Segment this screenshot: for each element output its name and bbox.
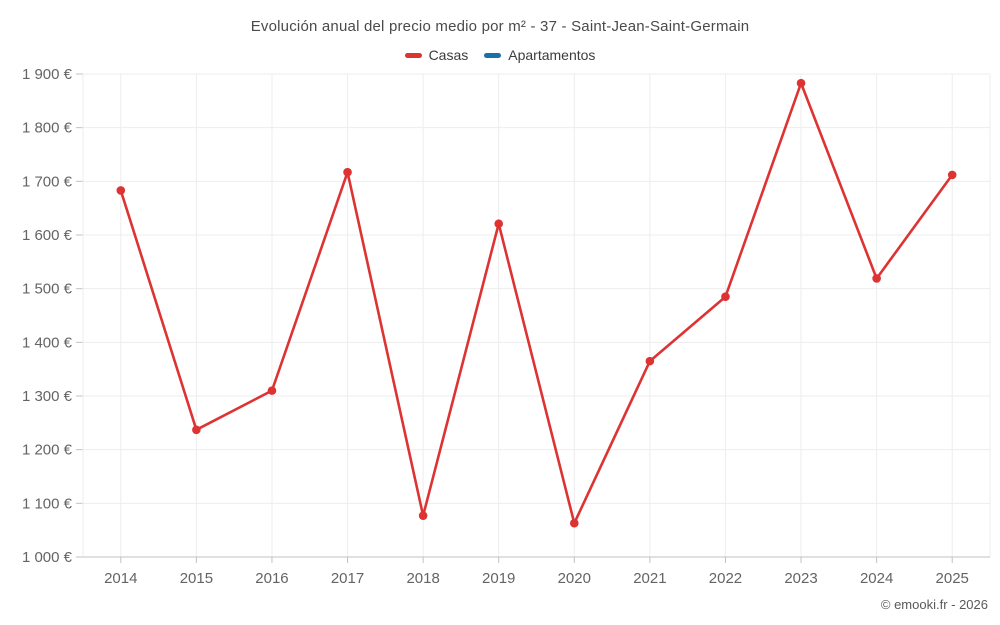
x-tick-label: 2022 [709, 570, 742, 587]
chart-legend: Casas Apartamentos [0, 47, 1000, 63]
x-tick-label: 2018 [406, 570, 439, 587]
data-point-casas-2019[interactable] [494, 219, 504, 229]
y-tick-label: 1 800 € [22, 120, 73, 137]
y-tick-label: 1 600 € [22, 227, 73, 244]
legend-label-apartamentos: Apartamentos [508, 47, 596, 63]
data-point-casas-2017[interactable] [343, 167, 352, 177]
data-point-casas-2016[interactable] [267, 386, 277, 395]
casas-series-swatch-icon [404, 52, 422, 58]
x-tick-label: 2020 [558, 570, 591, 587]
legend-item-casas[interactable]: Casas [404, 47, 469, 63]
x-tick-label: 2021 [633, 570, 666, 587]
data-point-casas-2020[interactable] [569, 518, 579, 528]
chart-title: Evolución anual del precio medio por m² … [250, 18, 750, 35]
data-point-casas-2018[interactable] [418, 511, 428, 520]
y-tick-label: 1 200 € [22, 442, 73, 459]
x-tick-label: 2014 [104, 570, 137, 587]
data-point-casas-2024[interactable] [872, 274, 881, 283]
y-tick-label: 1 100 € [22, 495, 73, 512]
x-tick-label: 2024 [860, 570, 893, 587]
y-tick-label: 1 900 € [22, 66, 73, 83]
y-tick-label: 1 500 € [22, 281, 73, 298]
data-point-casas-2014[interactable] [116, 186, 126, 195]
y-tick-label: 1 300 € [22, 388, 73, 405]
data-point-casas-2025[interactable] [947, 170, 957, 180]
series-line-casas [119, 81, 954, 525]
x-tick-label: 2023 [784, 570, 817, 587]
x-tick-label: 2019 [482, 570, 515, 587]
x-tick-label: 2025 [936, 570, 969, 587]
data-point-casas-2015[interactable] [192, 425, 201, 435]
x-tick-label: 2016 [255, 570, 288, 587]
data-point-casas-2022[interactable] [721, 292, 730, 302]
data-point-casas-2023[interactable] [796, 78, 806, 88]
y-tick-label: 1 700 € [22, 173, 73, 190]
y-tick-label: 1 400 € [22, 334, 73, 351]
legend-label-casas: Casas [428, 47, 469, 63]
x-tick-label: 2017 [331, 570, 364, 587]
x-tick-label: 2015 [180, 570, 213, 587]
y-tick-label: 1 000 € [22, 549, 73, 566]
legend-item-apartamentos[interactable]: Apartamentos [484, 47, 595, 63]
footer-credit: © emooki.fr - 2026 [880, 597, 988, 612]
data-point-casas-2021[interactable] [645, 356, 655, 366]
apartamentos-series-swatch-icon [484, 52, 502, 58]
